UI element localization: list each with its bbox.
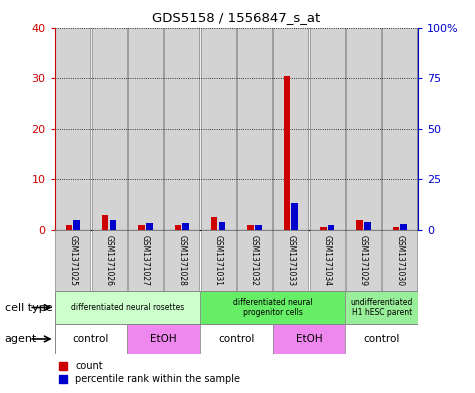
Bar [328,225,334,230]
Text: GSM1371034: GSM1371034 [323,235,332,286]
Text: GSM1371032: GSM1371032 [250,235,259,286]
Text: GSM1371031: GSM1371031 [214,235,223,286]
Bar [164,230,199,291]
Bar [138,225,145,230]
Bar [255,225,262,230]
Legend: count, percentile rank within the sample: count, percentile rank within the sample [59,361,240,384]
Bar [102,215,108,230]
Bar [274,28,308,230]
Bar [345,291,418,324]
Text: agent: agent [5,334,37,344]
Bar [356,220,363,230]
Text: GSM1371027: GSM1371027 [141,235,150,286]
Bar [284,75,290,230]
Bar [55,324,127,354]
Text: GSM1371029: GSM1371029 [359,235,368,286]
Bar [182,223,189,230]
Bar [66,225,72,230]
Bar [346,230,381,291]
Bar [146,223,152,230]
Text: cell type: cell type [5,303,52,312]
Bar [164,28,199,230]
Bar [56,28,90,230]
Bar [273,324,345,354]
Bar [92,28,126,230]
Text: control: control [73,334,109,344]
Bar [201,28,236,230]
Bar [219,222,225,230]
Text: differentiated neural
progenitor cells: differentiated neural progenitor cells [233,298,313,317]
Bar [127,324,200,354]
Text: EtOH: EtOH [295,334,323,344]
Bar [200,324,273,354]
Bar [74,220,80,230]
Text: GSM1371025: GSM1371025 [68,235,77,286]
Text: control: control [363,334,400,344]
Bar [400,224,407,230]
Bar [382,28,417,230]
Text: EtOH: EtOH [150,334,177,344]
Bar [110,220,116,230]
Bar [382,230,417,291]
Text: differentiated neural rosettes: differentiated neural rosettes [71,303,184,312]
Bar [55,291,200,324]
Bar [346,28,381,230]
Bar [128,230,163,291]
Text: GSM1371028: GSM1371028 [177,235,186,286]
Bar [92,230,126,291]
Bar [310,28,344,230]
Bar [247,225,254,230]
Text: control: control [218,334,255,344]
Bar [274,230,308,291]
Bar [175,225,181,230]
Bar [56,230,90,291]
Bar [237,28,272,230]
Text: undifferentiated
H1 hESC parent: undifferentiated H1 hESC parent [351,298,413,317]
Text: GSM1371030: GSM1371030 [395,235,404,286]
Title: GDS5158 / 1556847_s_at: GDS5158 / 1556847_s_at [152,11,321,24]
Bar [310,230,344,291]
Bar [201,230,236,291]
Bar [393,228,399,230]
Bar [345,324,418,354]
Text: GSM1371033: GSM1371033 [286,235,295,286]
Text: GSM1371026: GSM1371026 [104,235,114,286]
Bar [364,222,370,230]
Bar [211,217,218,230]
Bar [320,228,326,230]
Bar [292,202,298,230]
Bar [128,28,163,230]
Bar [237,230,272,291]
Bar [200,291,345,324]
